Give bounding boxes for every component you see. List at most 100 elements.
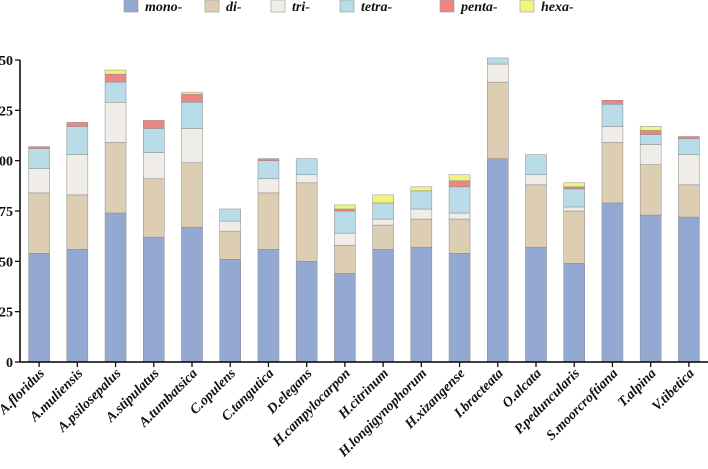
legend-swatch-hexa [519, 0, 535, 13]
bar-segment-h-longigynophorum-mono [410, 246, 433, 363]
bar-segment-h-citrinum-mono [372, 249, 394, 363]
bar-segment-t-alpina-penta [639, 130, 662, 135]
bar-segment-h-campylocarpon-penta [334, 208, 356, 212]
bar-segment-a-muliensis-tri [66, 154, 89, 196]
bar-segment-a-psilosepalus-mono [104, 212, 127, 363]
bar-segment-v-tibetica-mono [678, 216, 700, 363]
legend-swatch-tri [270, 0, 286, 13]
y-axis-ticks [15, 59, 20, 363]
y-tick-label: 100 [0, 155, 13, 170]
bar-segment-h-xizangense-penta [448, 180, 471, 188]
legend-swatch-di [204, 0, 220, 13]
bar-segment-p-peduncularis-di [563, 210, 585, 264]
legend-swatch-mono [123, 0, 139, 13]
x-category-labels: A.floridusA.muliensisA.psilosepalusA.sti… [0, 366, 698, 461]
bar-segment-s-moorcroftiana-mono [601, 202, 624, 363]
bar-segment-o-alcata-di [525, 184, 547, 248]
bar-segment-h-xizangense-tri [448, 212, 471, 220]
legend-label-penta: penta- [460, 0, 498, 15]
bar-segment-c-opulens-mono [219, 259, 241, 363]
bar-segment-a-floridus-di [28, 192, 50, 254]
bar-segment-i-bracteata-tri [487, 63, 509, 83]
bar-segment-c-opulens-di [219, 230, 241, 260]
bar-segment-h-citrinum-di [372, 224, 394, 250]
legend-label-di: di- [226, 0, 242, 15]
bar-segment-h-campylocarpon-tetra [334, 210, 356, 234]
bar-segment-v-tibetica-penta [678, 136, 700, 139]
bar-segment-h-xizangense-tetra [448, 186, 471, 214]
category-label-s-moorcroftiana: S.moorcroftiana [544, 366, 621, 443]
y-tick-label: 75 [0, 205, 13, 220]
bar-segment-a-floridus-penta [28, 146, 50, 149]
bar-segment-c-tangutica-tetra [257, 160, 280, 180]
bar-segment-s-moorcroftiana-tetra [601, 104, 624, 127]
bar-segment-o-alcata-tri [525, 174, 547, 186]
bar-segment-a-stipulatus-mono [143, 236, 165, 363]
bar-segment-a-muliensis-tetra [66, 126, 89, 155]
bar-segment-h-citrinum-hexa [372, 194, 394, 204]
bar-segment-h-citrinum-tetra [372, 202, 394, 220]
bar-segment-p-peduncularis-tri [563, 206, 585, 212]
bar-segment-p-peduncularis-mono [563, 263, 585, 363]
bar-segment-a-psilosepalus-tetra [104, 81, 127, 103]
bar-segment-a-psilosepalus-penta [104, 73, 127, 83]
bar-segment-a-stipulatus-tri [143, 152, 165, 180]
bar-segment-h-xizangense-mono [448, 253, 471, 363]
bar-segment-a-tumbatsica-di [181, 162, 203, 228]
bar-segment-h-longigynophorum-tetra [410, 190, 433, 210]
bar-segment-a-tumbatsica-mono [181, 226, 203, 363]
bar-segment-o-alcata-mono [525, 246, 547, 363]
bar-segment-h-campylocarpon-hexa [334, 204, 356, 210]
y-tick-label: 125 [0, 104, 13, 119]
bar-segment-v-tibetica-di [678, 184, 700, 218]
category-label-v-tibetica: V.tibetica [650, 366, 698, 414]
bar-segment-c-opulens-tri [219, 220, 241, 232]
bar-segment-t-alpina-tetra [639, 134, 662, 145]
bar-segment-h-longigynophorum-di [410, 218, 433, 248]
bars [28, 57, 700, 363]
bar-segment-a-tumbatsica-hexa [181, 91, 203, 95]
bar-segment-a-tumbatsica-penta [181, 93, 203, 103]
legend: mono-di-tri-tetra-penta-hexa- [123, 0, 574, 15]
bar-segment-t-alpina-hexa [639, 126, 662, 131]
bar-segment-a-psilosepalus-hexa [104, 69, 127, 75]
bar-segment-a-psilosepalus-di [104, 142, 127, 214]
bar-segment-d-elegans-di [295, 182, 318, 262]
bar-segment-c-tangutica-tri [257, 178, 280, 194]
bar-segment-a-floridus-mono [28, 253, 50, 363]
bar-segment-h-longigynophorum-tri [410, 208, 433, 220]
bar-segment-d-elegans-mono [295, 261, 318, 363]
bar-segment-a-tumbatsica-tri [181, 128, 203, 163]
bar-segment-t-alpina-mono [639, 214, 662, 363]
bar-segment-a-stipulatus-tetra [143, 128, 165, 153]
bar-segment-h-campylocarpon-tri [334, 232, 356, 246]
legend-label-tetra: tetra- [361, 0, 392, 15]
bar-segment-i-bracteata-di [487, 81, 509, 159]
bar-segment-d-elegans-tri [295, 174, 318, 184]
bar-segment-c-opulens-tetra [219, 208, 241, 222]
bar-segment-c-tangutica-di [257, 192, 280, 250]
legend-label-hexa: hexa- [541, 0, 574, 15]
bar-segment-h-campylocarpon-mono [334, 273, 356, 363]
bar-segment-a-psilosepalus-tri [104, 102, 127, 143]
bar-segment-h-xizangense-di [448, 218, 471, 254]
y-tick-label: 0 [6, 356, 13, 371]
bar-segment-v-tibetica-tri [678, 154, 700, 186]
y-tick-labels: 0 25 50 75 100 125 150 [0, 54, 13, 371]
axes [19, 60, 708, 367]
bar-segment-a-floridus-tetra [28, 148, 50, 169]
bar-segment-d-elegans-tetra [295, 158, 318, 176]
bar-segment-c-tangutica-penta [257, 158, 280, 161]
bar-segment-a-floridus-tri [28, 168, 50, 194]
bar-segment-p-peduncularis-penta [563, 186, 585, 190]
bar-segment-i-bracteata-tetra [487, 57, 509, 65]
bar-segment-s-moorcroftiana-penta [601, 100, 624, 105]
bar-segment-h-campylocarpon-di [334, 244, 356, 274]
y-tick-label: 150 [0, 54, 13, 69]
y-tick-label: 50 [0, 255, 13, 270]
bar-segment-c-tangutica-mono [257, 249, 280, 363]
legend-swatch-penta [439, 0, 455, 13]
bar-segment-o-alcata-tetra [525, 154, 547, 176]
bar-segment-p-peduncularis-hexa [563, 182, 585, 188]
bar-segment-a-muliensis-penta [66, 122, 89, 127]
